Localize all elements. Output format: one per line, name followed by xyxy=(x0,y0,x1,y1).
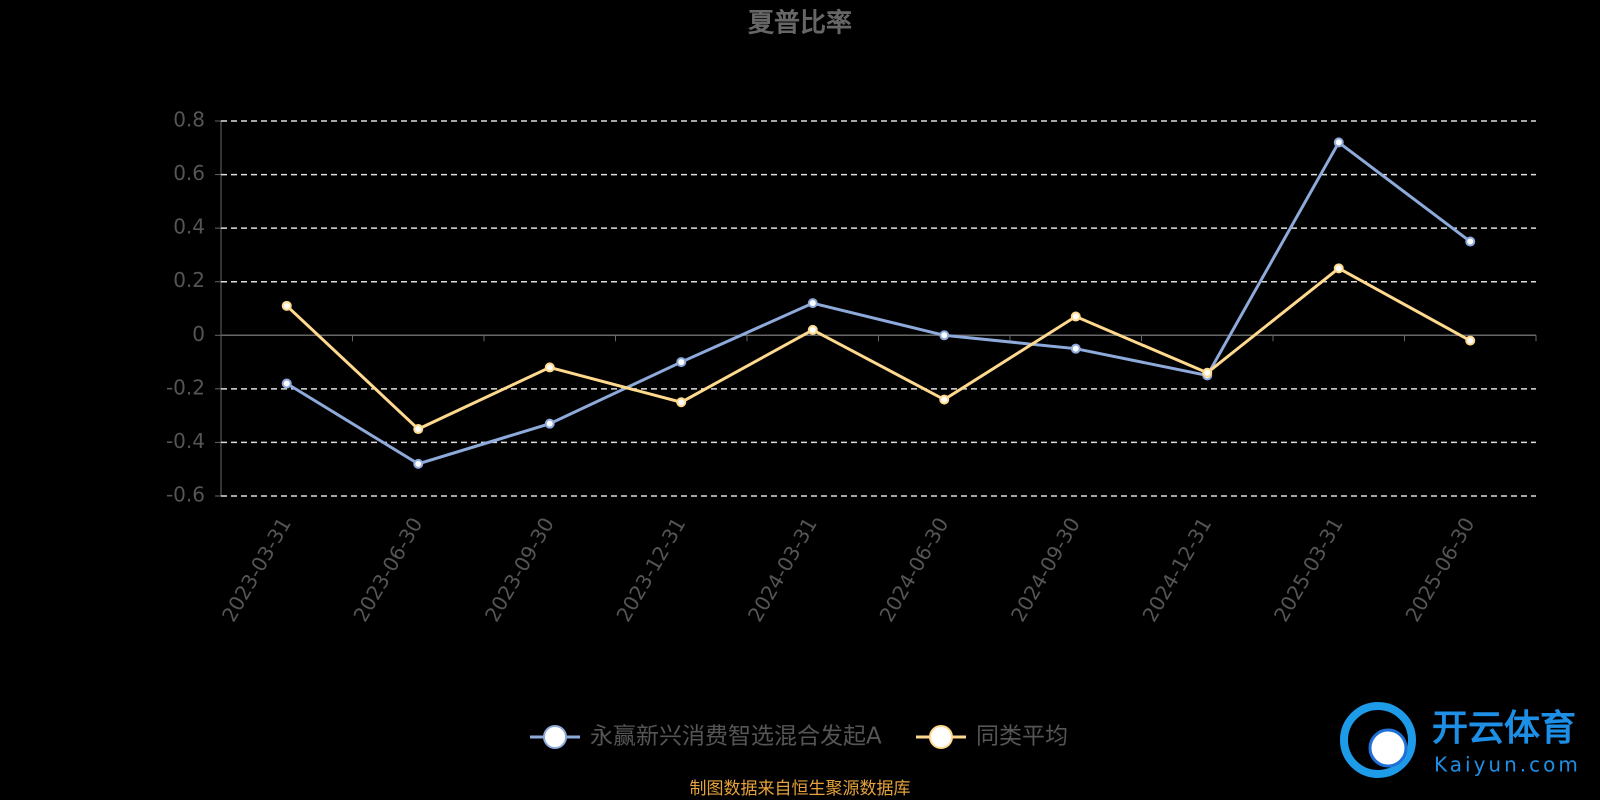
data-point xyxy=(1465,236,1476,247)
logo-ring xyxy=(1340,702,1416,778)
data-point xyxy=(1202,367,1213,378)
legend-label: 永赢新兴消费智选混合发起A xyxy=(590,724,882,750)
watermark: 开云体育 Kaiyun.com xyxy=(1340,702,1581,778)
y-tick-label: 0.4 xyxy=(173,215,205,239)
y-tick-label: 0.6 xyxy=(173,161,205,185)
chart-title: 夏普比率 xyxy=(748,8,852,39)
data-point xyxy=(939,394,950,405)
data-point xyxy=(1465,335,1476,346)
data-point xyxy=(1070,311,1081,322)
data-point xyxy=(1333,263,1344,274)
data-point xyxy=(281,378,292,389)
y-tick-label: -0.4 xyxy=(166,429,205,453)
data-point xyxy=(544,418,555,429)
data-point xyxy=(676,357,687,368)
data-point xyxy=(807,324,818,335)
data-point xyxy=(676,397,687,408)
y-tick-label: 0.8 xyxy=(173,108,205,132)
legend-marker xyxy=(929,725,953,749)
data-point xyxy=(1070,343,1081,354)
y-tick-label: -0.2 xyxy=(166,375,205,399)
data-point xyxy=(807,298,818,309)
y-tick-label: -0.6 xyxy=(166,483,205,507)
data-point xyxy=(413,458,424,469)
series-line xyxy=(285,140,1472,466)
watermark-site: Kaiyun.com xyxy=(1434,753,1581,777)
y-tick-label: 0 xyxy=(192,322,205,346)
y-tick-label: 0.2 xyxy=(173,268,205,292)
legend-marker xyxy=(543,725,567,749)
logo-ball xyxy=(1368,728,1408,768)
data-point xyxy=(413,424,424,435)
source-note: 制图数据来自恒生聚源数据库 xyxy=(690,779,911,799)
data-point xyxy=(1333,137,1344,148)
data-point xyxy=(544,362,555,373)
series-line xyxy=(285,266,1471,431)
legend-label: 同类平均 xyxy=(976,724,1068,750)
data-point xyxy=(281,300,292,311)
watermark-brand: 开云体育 xyxy=(1432,708,1576,749)
data-point xyxy=(939,330,950,341)
